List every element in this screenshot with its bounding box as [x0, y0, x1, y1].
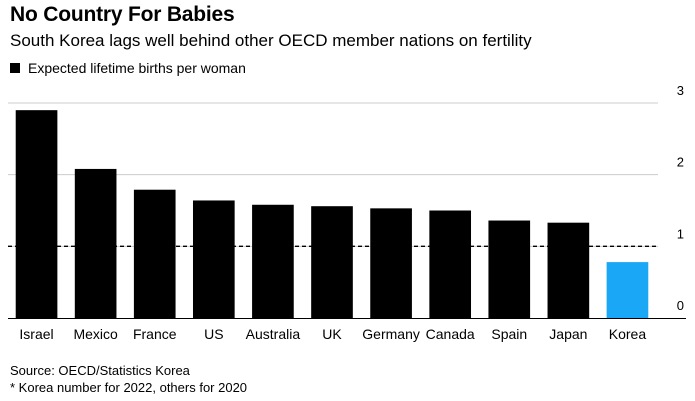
- bar-germany: [370, 208, 412, 318]
- x-tick-label: UK: [322, 326, 342, 342]
- x-tick-label: Korea: [609, 326, 647, 342]
- x-tick-label: US: [204, 326, 223, 342]
- y-tick-label: 2: [677, 155, 684, 170]
- bar-france: [133, 189, 176, 318]
- bar-australia: [252, 204, 294, 318]
- x-tick-label: Mexico: [73, 326, 118, 342]
- y-tick-label: 0: [677, 298, 684, 313]
- x-tick-label: Spain: [491, 326, 527, 342]
- bar-us: [192, 200, 235, 318]
- bar-spain: [488, 220, 531, 318]
- footnote: * Korea number for 2022, others for 2020: [10, 380, 248, 395]
- legend-label: Expected lifetime births per woman: [28, 60, 246, 76]
- legend: Expected lifetime births per woman: [10, 60, 246, 76]
- bar-israel: [15, 110, 58, 319]
- bar-korea: [606, 262, 649, 318]
- y-tick-label: 3: [677, 83, 684, 98]
- chart-subtitle: South Korea lags well behind other OECD …: [10, 31, 532, 50]
- x-tick-label: Japan: [549, 326, 587, 342]
- legend-swatch-icon: [10, 63, 20, 73]
- bar-japan: [547, 222, 590, 318]
- x-tick-label: France: [133, 326, 177, 342]
- x-tick-label: Israel: [19, 326, 53, 342]
- chart-title: No Country For Babies: [10, 3, 235, 26]
- x-tick-label: Germany: [362, 326, 420, 342]
- x-tick-label: Australia: [246, 326, 301, 342]
- bar-uk: [311, 206, 353, 318]
- x-tick-label: Canada: [426, 326, 475, 342]
- bar-mexico: [74, 168, 117, 318]
- y-tick-label: 1: [677, 226, 684, 241]
- bar-canada: [429, 210, 472, 318]
- source-note: Source: OECD/Statistics Korea: [10, 363, 190, 378]
